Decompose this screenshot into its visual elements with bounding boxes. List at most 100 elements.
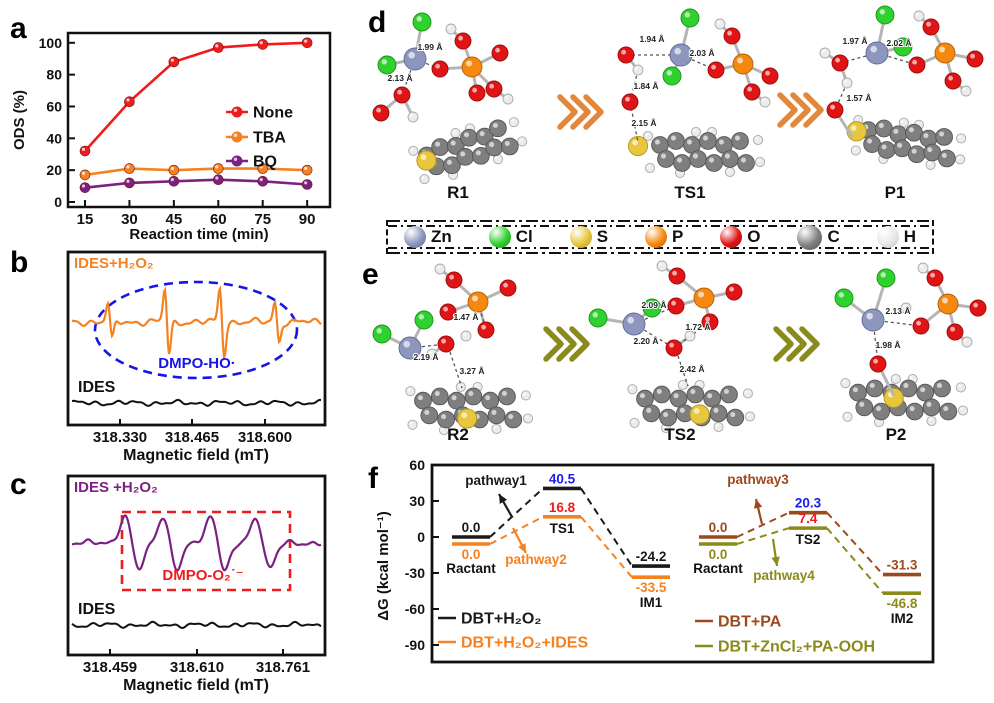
circle-shape <box>215 44 219 48</box>
data-point <box>257 176 269 187</box>
energy-value-label: -31.3 <box>887 558 918 573</box>
x-axis-title: Reaction time (min) <box>129 226 268 243</box>
circle-shape <box>718 139 724 145</box>
circle-shape <box>501 390 507 397</box>
circle-shape <box>409 421 413 425</box>
circle-shape <box>970 53 975 59</box>
circle-shape <box>435 141 441 147</box>
circle-shape <box>485 395 491 401</box>
h-atom <box>913 10 925 22</box>
line-shape <box>736 527 790 545</box>
h-atom <box>629 417 640 428</box>
circle-shape <box>451 395 457 401</box>
circle-shape <box>511 119 514 122</box>
h-atom <box>407 111 419 123</box>
circle-shape <box>443 306 448 312</box>
circle-shape <box>916 12 919 16</box>
circle-shape <box>481 324 486 330</box>
molecule-R2: 1.47 Å 2.19 Å 3.27 Å R2 <box>372 263 534 444</box>
circle-shape <box>850 125 857 131</box>
c-atom <box>720 385 738 404</box>
panel-letter-d: d <box>368 6 387 39</box>
circle-shape <box>403 340 410 348</box>
y-tick-label: 0 <box>417 529 425 545</box>
circle-shape <box>941 152 947 159</box>
bond-length-label: 1.84 Å <box>633 81 658 91</box>
panel-a-kinetics-chart: 0 20 40 60 80 100 15 30 45 60 75 90 Reaction time (m… <box>11 31 332 243</box>
legend-item-o: O <box>720 226 761 248</box>
data-point <box>124 177 135 189</box>
circle-shape <box>927 161 931 165</box>
circle-shape <box>450 140 456 146</box>
cl-atom <box>412 12 432 32</box>
circle-shape <box>762 98 765 102</box>
circle-shape <box>755 137 758 140</box>
y-tick-label: 20 <box>46 162 62 178</box>
panel-letter-c: c <box>10 468 27 501</box>
x-tick-label: 318.610 <box>170 659 224 676</box>
circle-shape <box>474 384 478 387</box>
panel-c-epr-chart: IDES +H₂O₂ DMPO-O₂˙⁻ IDES 318.459 318.610 318… <box>66 474 327 694</box>
x-tick-label: 318.600 <box>238 429 292 446</box>
epr-trace-control <box>71 620 322 630</box>
h-atom <box>917 262 929 274</box>
c-atom <box>686 385 705 404</box>
cl-atom <box>372 324 392 344</box>
y-tick-label: 80 <box>46 67 62 83</box>
bond-length-label: 2.02 Å <box>886 38 911 48</box>
circle-shape <box>629 386 633 389</box>
polyline-shape <box>556 326 577 362</box>
circle-shape <box>463 132 469 138</box>
h-atom <box>956 133 967 144</box>
circle-shape <box>170 166 174 171</box>
plot-frame <box>430 463 935 664</box>
circle-shape <box>449 274 454 280</box>
legend-item-p: P <box>644 226 684 248</box>
circle-shape <box>397 89 402 95</box>
p-label: P <box>671 227 684 246</box>
line-shape <box>826 511 884 576</box>
legend-marker <box>231 155 243 167</box>
circle-shape <box>466 60 472 67</box>
c-atom <box>721 150 739 168</box>
dashed-ellipse-annotation <box>93 280 299 380</box>
o-atom <box>869 355 887 373</box>
station-label: TS1 <box>550 521 575 536</box>
o-atom <box>477 321 495 339</box>
circle-shape <box>958 384 961 388</box>
circle-shape <box>844 79 847 83</box>
line-shape <box>736 511 790 538</box>
o-atom <box>437 335 455 353</box>
bond-length-label: 3.27 Å <box>459 366 484 376</box>
polyline-shape <box>557 94 578 130</box>
circle-shape <box>879 9 885 15</box>
legend-item-s: S <box>569 226 608 248</box>
circle-shape <box>852 387 858 393</box>
circle-shape <box>903 304 906 308</box>
c-atom <box>431 138 449 156</box>
pathway2-label: pathway2 <box>505 552 567 567</box>
legend-label: None <box>253 105 293 122</box>
energy-value-label: 0.0 <box>462 520 481 535</box>
o-atom <box>966 50 984 68</box>
o-atom-sphere-icon <box>720 226 743 248</box>
circle-shape <box>866 312 873 320</box>
cl-atom <box>662 66 682 86</box>
c-atom <box>877 141 896 159</box>
circle-shape <box>715 424 719 427</box>
reaction-step-chevron-icon <box>543 326 590 362</box>
circle-shape <box>663 412 669 418</box>
circle-shape <box>441 414 447 420</box>
circle-shape <box>679 407 685 413</box>
s-atom-sphere-icon <box>569 226 592 248</box>
o-atom <box>617 46 635 64</box>
radical-adduct-annotation: DMPO-HO· <box>158 355 236 372</box>
circle-shape <box>508 414 514 420</box>
energy-value-label: -33.5 <box>636 580 667 595</box>
c-atom <box>420 406 439 425</box>
bond-length-label: 2.03 Å <box>689 48 714 58</box>
circle-shape <box>729 286 734 292</box>
o-atom <box>944 72 962 90</box>
energy-legend-label: DBT+ZnCl₂+PA-OOH <box>718 639 875 656</box>
circle-shape <box>930 272 935 278</box>
